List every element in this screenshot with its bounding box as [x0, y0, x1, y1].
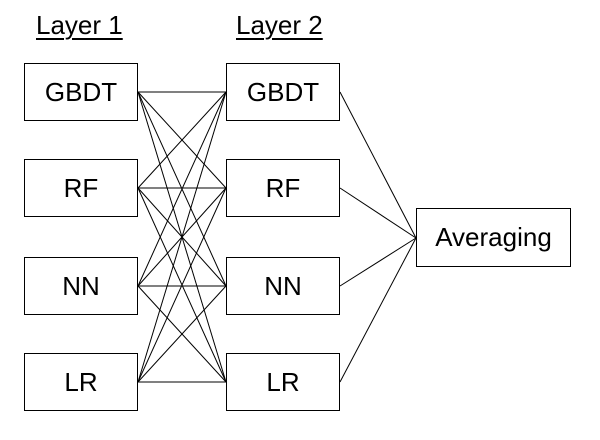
layer-1-node-lr: LR [24, 353, 138, 411]
layer-1-node-nn: NN [24, 257, 138, 315]
layer-1-title: Layer 1 [36, 10, 123, 40]
edge-l1-nn-to-l2-gbdt [137, 91, 227, 287]
layer-2-node-nn: NN [226, 257, 340, 315]
layer-2-node-lr: LR [226, 353, 340, 411]
edge-l1-lr-to-l2-gbdt [137, 91, 227, 383]
layer-1-node-rf: RF [24, 159, 138, 217]
layer-2-node-gbdt: GBDT [226, 63, 340, 121]
edge-l1-rf-to-l2-gbdt [137, 91, 227, 189]
edge-l1-lr-to-l2-nn [137, 285, 227, 383]
edge-l1-lr-to-l2-rf [137, 187, 227, 383]
layer-2-node-rf: RF [226, 159, 340, 217]
edge-l2-nn-to-averaging [339, 237, 417, 287]
layer-2-title: Layer 2 [236, 10, 323, 40]
edge-l2-gbdt-to-averaging [339, 91, 417, 239]
averaging-node: Averaging [416, 208, 571, 267]
layer-1-node-gbdt: GBDT [24, 63, 138, 121]
edge-l2-lr-to-averaging [339, 237, 417, 383]
edge-l2-rf-to-averaging [339, 187, 417, 239]
